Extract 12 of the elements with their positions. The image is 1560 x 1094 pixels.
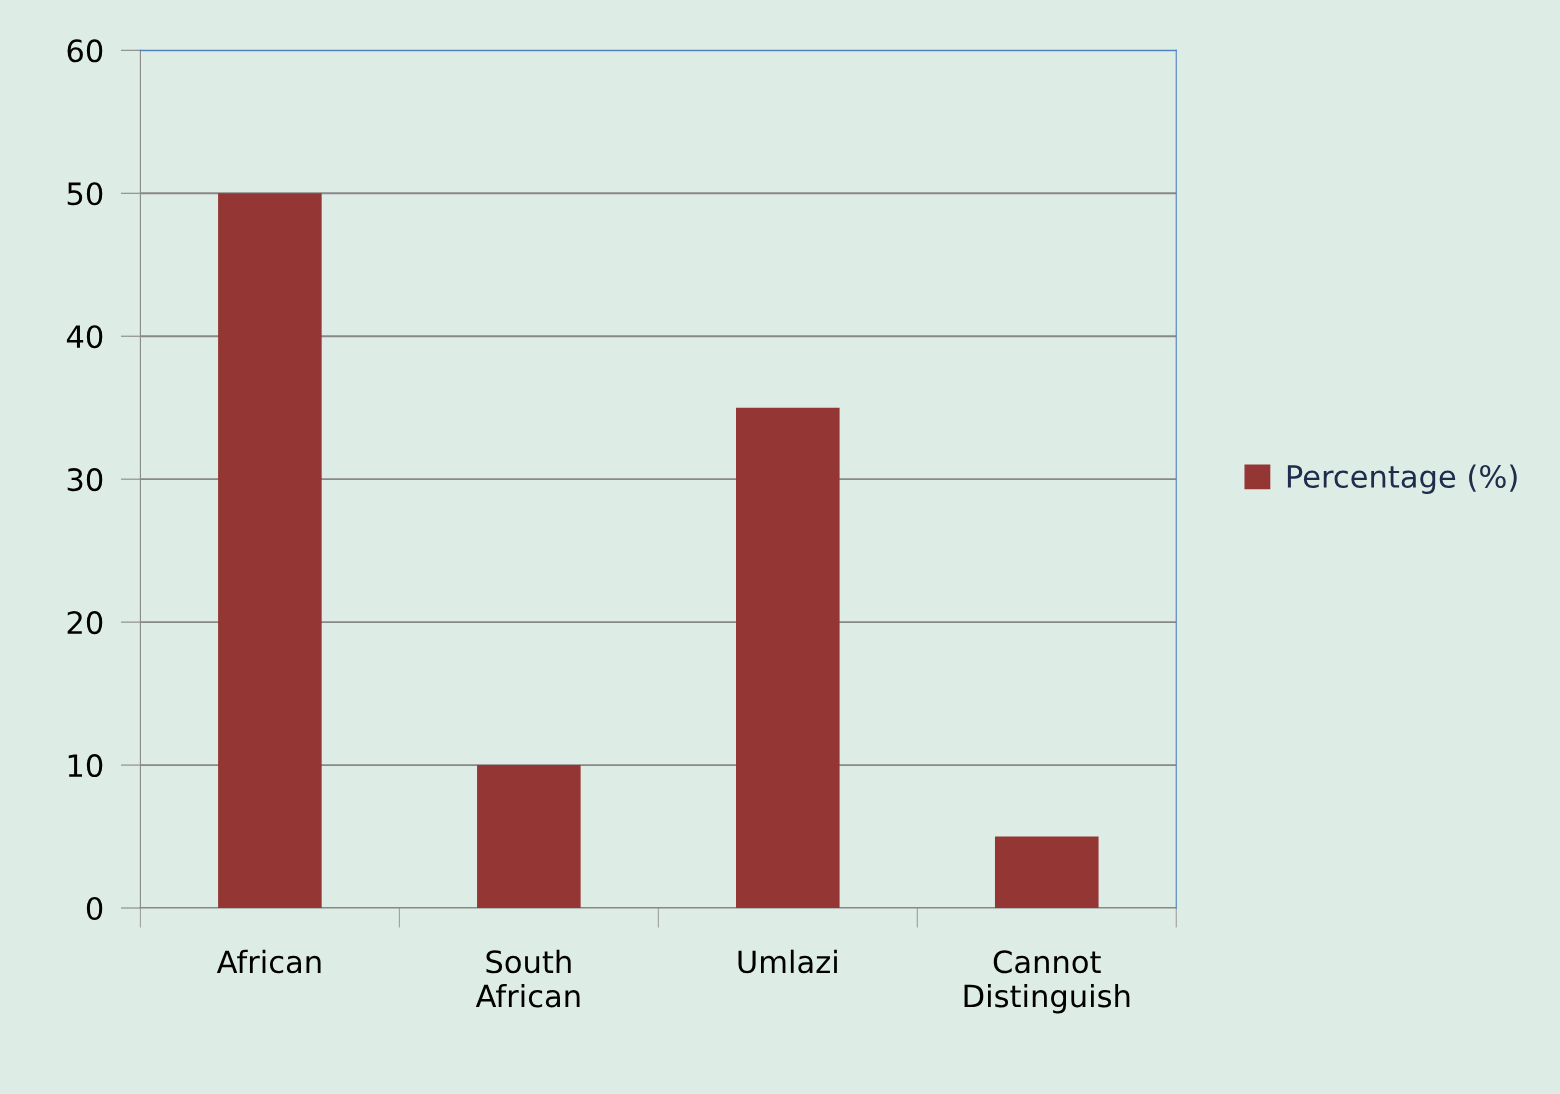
x-tick-label: Umlazi xyxy=(738,949,837,974)
y-tick-label: 30 xyxy=(67,468,103,492)
y-tick-label: 60 xyxy=(67,39,103,63)
y-tick-label: 50 xyxy=(67,182,103,206)
y-tick-label: 10 xyxy=(68,754,103,778)
y-tick-label: 40 xyxy=(66,325,103,349)
x-tick-label: South African xyxy=(475,949,580,1008)
legend-label: Percentage (%) xyxy=(1287,464,1517,494)
x-tick-label: Cannot Distinguish xyxy=(964,950,1130,1014)
x-tick-label: African xyxy=(216,949,321,974)
y-tick-label: 0 xyxy=(86,896,103,921)
y-tick-label: 20 xyxy=(67,611,103,635)
